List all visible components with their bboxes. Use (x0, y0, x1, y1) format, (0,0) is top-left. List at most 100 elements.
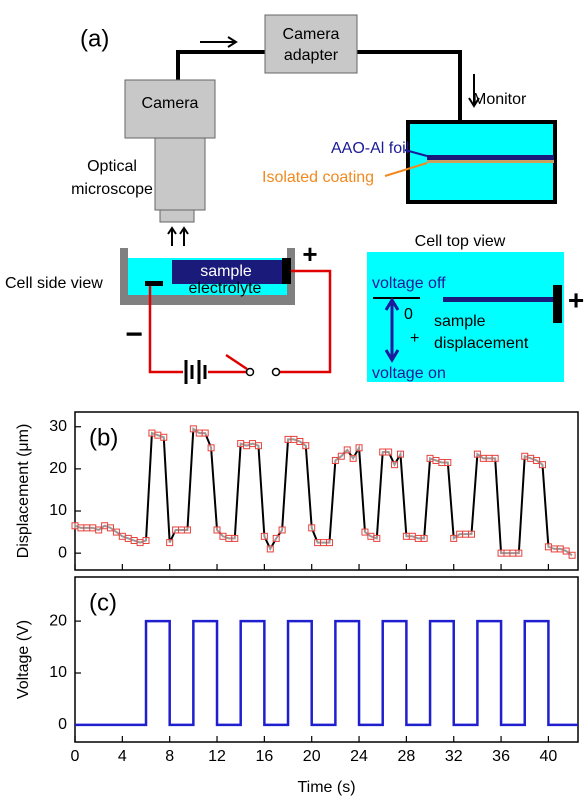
side-view-label: Cell side view (5, 275, 103, 292)
electrode (145, 281, 163, 286)
x-tick-label: 28 (397, 748, 415, 765)
y-tick-label: 0 (58, 716, 67, 733)
data-marker (414, 534, 422, 542)
data-marker (95, 526, 103, 534)
data-marker (456, 530, 464, 538)
displacement-label: displacement (434, 335, 529, 352)
voltage-on-label: voltage on (372, 365, 446, 382)
electrode (282, 258, 291, 284)
foil-label: AAO-Al foil (331, 140, 409, 157)
x-tick-label: 24 (350, 748, 368, 765)
panel-label: (b) (89, 424, 118, 451)
data-marker (278, 526, 286, 534)
microscope-label: microscope (71, 181, 153, 198)
x-tick-label: 4 (118, 748, 127, 765)
data-marker (249, 440, 257, 448)
y-tick-label: 0 (58, 544, 67, 561)
data-marker (172, 526, 180, 534)
data-marker (527, 454, 535, 462)
data-marker (166, 539, 174, 547)
data-marker (509, 549, 517, 557)
data-marker (408, 532, 416, 540)
y-tick-label: 10 (49, 502, 67, 519)
zero-label: 0 (404, 306, 413, 323)
top-view-label: Cell top view (415, 233, 506, 250)
data-marker (550, 545, 558, 553)
data-marker (426, 454, 434, 462)
data-marker (503, 549, 511, 557)
cell-wall (120, 248, 128, 305)
x-axis-label: Time (s) (297, 779, 355, 796)
data-marker (77, 524, 85, 532)
camera-box (124, 79, 216, 139)
data-marker (325, 539, 333, 547)
data-marker (201, 429, 209, 437)
data-marker (420, 534, 428, 542)
x-tick-label: 12 (208, 748, 226, 765)
data-marker (343, 446, 351, 454)
data-marker (296, 437, 304, 445)
monitor-label: Monitor (473, 91, 527, 108)
minus-label: − (125, 318, 143, 351)
adapter-label: adapter (284, 47, 339, 64)
data-marker (444, 459, 452, 467)
data-marker (195, 429, 203, 437)
data-marker (302, 442, 310, 450)
arrow (384, 162, 428, 177)
data-marker (379, 448, 387, 456)
data-marker (402, 532, 410, 540)
data-marker (284, 435, 292, 443)
switch-arm (225, 353, 248, 371)
data-marker (130, 537, 138, 545)
data-marker (142, 537, 150, 545)
data-marker (562, 547, 570, 555)
x-tick-label: 32 (445, 748, 463, 765)
data-marker (136, 539, 144, 547)
panel-label: (c) (89, 589, 117, 616)
arrow (200, 36, 238, 48)
voltage-off-label: voltage off (372, 275, 446, 292)
x-tick-label: 20 (303, 748, 321, 765)
data-marker (361, 528, 369, 536)
plot-frame (74, 576, 579, 743)
data-marker (243, 442, 251, 450)
data-marker (497, 549, 505, 557)
panel-label: (a) (80, 25, 109, 52)
sample (172, 260, 282, 284)
microscope-label: Optical (87, 158, 137, 175)
x-tick-label: 8 (165, 748, 174, 765)
data-marker (160, 433, 168, 441)
plus-label: + (568, 284, 584, 315)
data-marker (320, 539, 328, 547)
data-marker (207, 444, 215, 452)
foil (443, 297, 553, 302)
displacement-arrow (384, 297, 400, 363)
circuit-wire (148, 269, 332, 374)
data-marker (231, 534, 239, 542)
data-marker (396, 450, 404, 458)
data-marker (308, 524, 316, 532)
data-marker (272, 534, 280, 542)
plus-label: + (302, 239, 317, 269)
electrode (553, 285, 562, 323)
data-marker (391, 461, 399, 469)
camera-label: Camera (142, 95, 199, 112)
x-tick-label: 16 (255, 748, 273, 765)
data-marker (337, 452, 345, 460)
diagram: (a) Camera Camera adapter Monitor AAO-Al… (5, 14, 584, 384)
data-marker (112, 528, 120, 536)
data-marker (154, 431, 162, 439)
y-tick-label: 10 (49, 664, 67, 681)
data-marker (331, 456, 339, 464)
data-marker (148, 429, 156, 437)
data-marker (544, 543, 552, 551)
data-marker (568, 551, 576, 559)
data-marker (385, 448, 393, 456)
data-marker (290, 435, 298, 443)
adapter-box (264, 14, 358, 74)
battery (184, 360, 207, 384)
data-marker (367, 532, 375, 540)
data-marker (314, 539, 322, 547)
electrolyte-label: electrolyte (189, 280, 262, 297)
